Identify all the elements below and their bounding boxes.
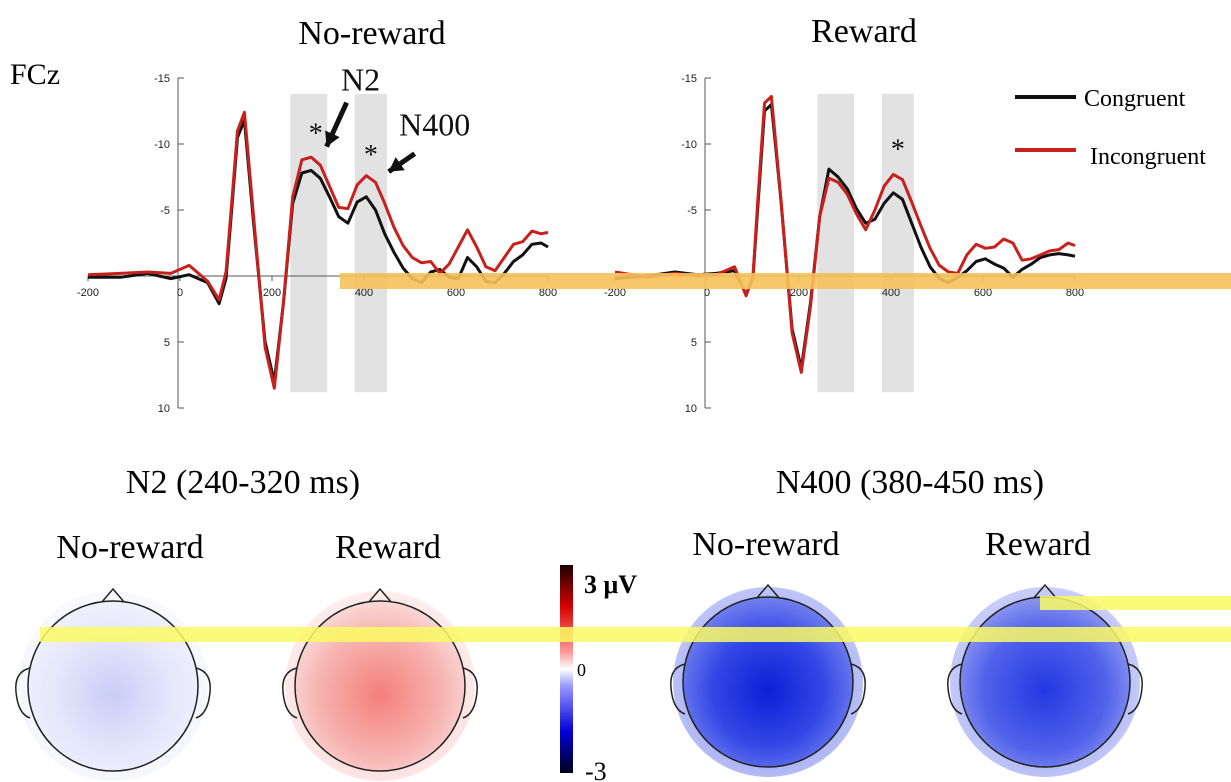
y-tick-label: -10 [681, 139, 697, 151]
head-nose [1032, 583, 1058, 600]
series-line-incongruent [614, 95, 1076, 374]
y-tick-label: -10 [154, 139, 170, 151]
series-line-incongruent [87, 110, 549, 390]
head-ear-left [282, 667, 298, 719]
topo-scalp [682, 596, 854, 768]
time-window-1 [881, 93, 914, 393]
x-tick-label: -200 [77, 287, 99, 299]
annotation-label: N2 [341, 62, 380, 98]
y-tick-label: -15 [681, 73, 697, 85]
head-ear-right [462, 667, 478, 719]
topo-label-n400-no-reward: No-reward [692, 526, 839, 563]
y-tick-label: -5 [687, 205, 697, 217]
topo-map-1 [282, 587, 478, 781]
y-tick-label: -5 [160, 205, 170, 217]
topography-maps [15, 583, 1143, 781]
significance-star: * [309, 119, 323, 150]
artifact-band [340, 273, 1231, 289]
head-nose [367, 587, 393, 604]
legend: Congruent Incongruent [1015, 86, 1206, 170]
panel-title-reward: Reward [811, 13, 917, 50]
topo-scalp [959, 596, 1131, 768]
topo-map-0 [15, 587, 211, 781]
panel-title-no-reward: No-reward [298, 15, 445, 52]
topo-scalp [27, 600, 199, 772]
x-tick-label: 400 [355, 287, 373, 299]
artifact-band [40, 627, 1231, 642]
erp-panel-1: -15 -10 -5 5 10 -200 0 200 400 600 800 * [604, 73, 1084, 415]
legend-label-congruent: Congruent [1084, 86, 1186, 112]
annotation-arrowhead [325, 130, 340, 147]
head-ear-left [670, 663, 686, 715]
head-nose [755, 583, 781, 600]
significance-star: * [891, 135, 905, 166]
significance-star: * [364, 140, 378, 171]
topo-group-title-n2: N2 (240-320 ms) [126, 464, 360, 501]
topo-map-3 [947, 583, 1143, 777]
colorbar [560, 565, 573, 773]
x-tick-label: 200 [263, 287, 281, 299]
topo-group-title-n400: N400 (380-450 ms) [776, 464, 1044, 501]
legend-label-incongruent: Incongruent [1090, 144, 1206, 170]
time-window-0 [290, 93, 328, 393]
annotation-arrowhead [388, 157, 405, 172]
y-tick-label: 5 [691, 337, 697, 349]
x-tick-label: 0 [177, 287, 183, 299]
colorbar-max-label: 3 μV [584, 570, 637, 599]
x-tick-label: 0 [704, 287, 710, 299]
x-tick-label: -200 [604, 287, 626, 299]
y-tick-label: 10 [158, 403, 170, 415]
head-ear-right [195, 667, 211, 719]
x-tick-label: 400 [882, 287, 900, 299]
y-tick-label: 5 [164, 337, 170, 349]
y-tick-label: 10 [685, 403, 697, 415]
x-tick-label: 800 [539, 287, 557, 299]
time-window-1 [354, 93, 387, 393]
y-tick-label: -15 [154, 73, 170, 85]
head-ear-right [850, 663, 866, 715]
x-tick-label: 200 [790, 287, 808, 299]
topo-label-n400-reward: Reward [985, 526, 1091, 563]
colorbar-min-label: -3 [585, 757, 607, 782]
head-ear-left [947, 663, 963, 715]
head-ear-right [1127, 663, 1143, 715]
colorbar-mid-label: 0 [577, 660, 586, 680]
artifact-band [1040, 596, 1231, 610]
time-window-0 [817, 93, 855, 393]
head-nose [100, 587, 126, 604]
topo-map-2 [670, 583, 866, 777]
erp-panel-0: -15 -10 -5 5 10 -200 0 200 400 600 800 * * N2 N400 [77, 62, 557, 415]
x-tick-label: 800 [1066, 287, 1084, 299]
annotation-label: N400 [399, 107, 470, 143]
electrode-label: FCz [10, 58, 60, 91]
topo-label-n2-reward: Reward [335, 529, 441, 566]
topo-scalp [294, 600, 466, 772]
topo-label-n2-no-reward: No-reward [56, 529, 203, 566]
x-tick-label: 600 [447, 287, 465, 299]
head-ear-left [15, 667, 31, 719]
x-tick-label: 600 [974, 287, 992, 299]
